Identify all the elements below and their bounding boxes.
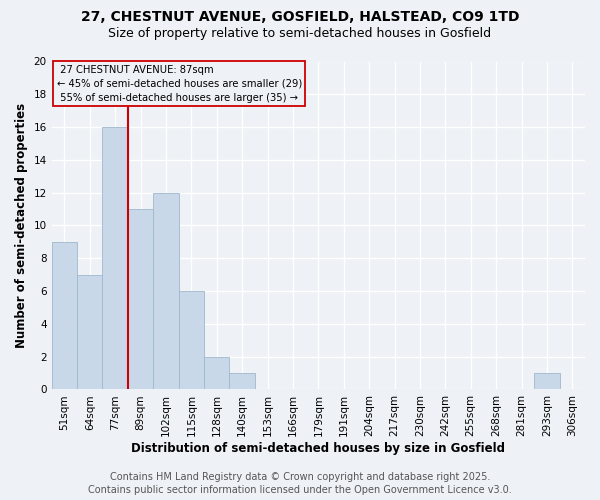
- Bar: [128, 209, 153, 390]
- Text: Size of property relative to semi-detached houses in Gosfield: Size of property relative to semi-detach…: [109, 28, 491, 40]
- Bar: [52, 242, 77, 390]
- Bar: [77, 274, 103, 390]
- Text: 27 CHESTNUT AVENUE: 87sqm
← 45% of semi-detached houses are smaller (29)
 55% of: 27 CHESTNUT AVENUE: 87sqm ← 45% of semi-…: [57, 65, 302, 103]
- Bar: [153, 192, 179, 390]
- Bar: [204, 356, 229, 390]
- Bar: [179, 291, 204, 390]
- Y-axis label: Number of semi-detached properties: Number of semi-detached properties: [15, 103, 28, 348]
- Text: 27, CHESTNUT AVENUE, GOSFIELD, HALSTEAD, CO9 1TD: 27, CHESTNUT AVENUE, GOSFIELD, HALSTEAD,…: [81, 10, 519, 24]
- Bar: [229, 373, 255, 390]
- Bar: [534, 373, 560, 390]
- Text: Contains HM Land Registry data © Crown copyright and database right 2025.
Contai: Contains HM Land Registry data © Crown c…: [88, 472, 512, 495]
- X-axis label: Distribution of semi-detached houses by size in Gosfield: Distribution of semi-detached houses by …: [131, 442, 505, 455]
- Bar: [103, 127, 128, 390]
